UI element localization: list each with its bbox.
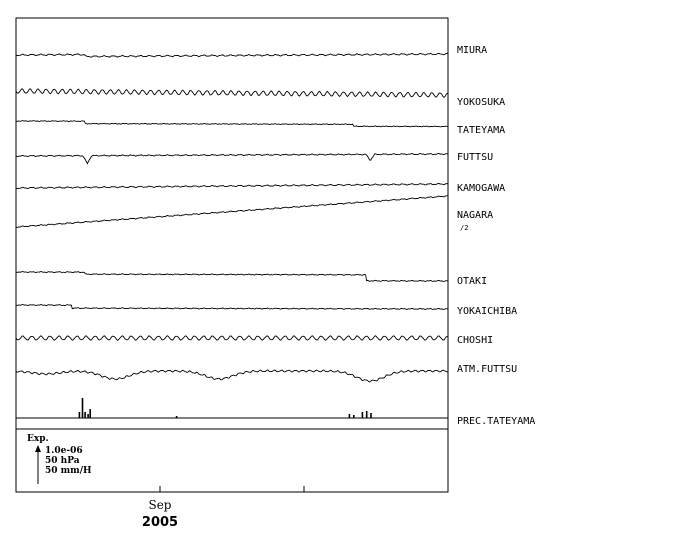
precip-bar-7 <box>353 415 355 418</box>
x-year-label: 2005 <box>142 515 178 530</box>
label-futtsu: FUTTSU <box>457 152 493 163</box>
trace-otaki <box>15 271 449 282</box>
label-atm-futtsu: ATM.FUTTSU <box>457 364 517 375</box>
label-prec-tateyama: PREC.TATEYAMA <box>457 416 535 427</box>
precip-bar-2 <box>84 412 86 418</box>
legend-scale-pressure: 50 hPa <box>45 456 80 466</box>
trace-futtsu <box>15 153 448 165</box>
x-month-label: Sep <box>148 498 171 512</box>
precip-bar-3 <box>87 414 89 418</box>
trace-miura <box>15 52 448 58</box>
label-nagara: NAGARA <box>457 210 493 221</box>
precip-bar-1 <box>81 398 84 418</box>
label-otaki: OTAKI <box>457 276 487 287</box>
trace-kamogawa <box>15 183 448 190</box>
trace-nagara <box>15 195 448 228</box>
trace-yokaichiba <box>15 304 449 310</box>
trace-choshi <box>15 335 449 341</box>
legend-scale-precip: 50 mm/H <box>45 466 92 476</box>
precip-bar-4 <box>89 409 91 418</box>
trace-tateyama <box>15 120 449 128</box>
legend-title: Exp. <box>27 434 49 444</box>
legend-scale-strain: 1.0e-06 <box>45 446 83 456</box>
label-nagara-scale: /2 <box>460 224 468 232</box>
trace-atm-futtsu <box>15 369 449 383</box>
traces <box>15 52 449 419</box>
label-miura: MIURA <box>457 45 487 56</box>
label-kamogawa: KAMOGAWA <box>457 183 505 194</box>
legend-arrow-head <box>35 445 41 452</box>
precip-bar-0 <box>78 412 81 418</box>
label-tateyama: TATEYAMA <box>457 125 505 136</box>
trace-yokosuka <box>15 88 449 99</box>
precip-bar-8 <box>361 412 364 418</box>
precip-bar-9 <box>365 411 368 418</box>
label-yokaichiba: YOKAICHIBA <box>457 306 517 317</box>
label-choshi: CHOSHI <box>457 335 493 346</box>
precip-bar-5 <box>175 416 178 418</box>
plot-frame <box>15 17 449 493</box>
legend: Exp. 1.0e-06 50 hPa 50 mm/H <box>27 434 92 484</box>
precip-bar-6 <box>348 414 351 418</box>
label-yokosuka: YOKOSUKA <box>457 97 505 108</box>
station-labels: MIURA YOKOSUKA TATEYAMA FUTTSU KAMOGAWA NAGAR… <box>457 45 535 427</box>
precip-bar-10 <box>370 413 372 418</box>
